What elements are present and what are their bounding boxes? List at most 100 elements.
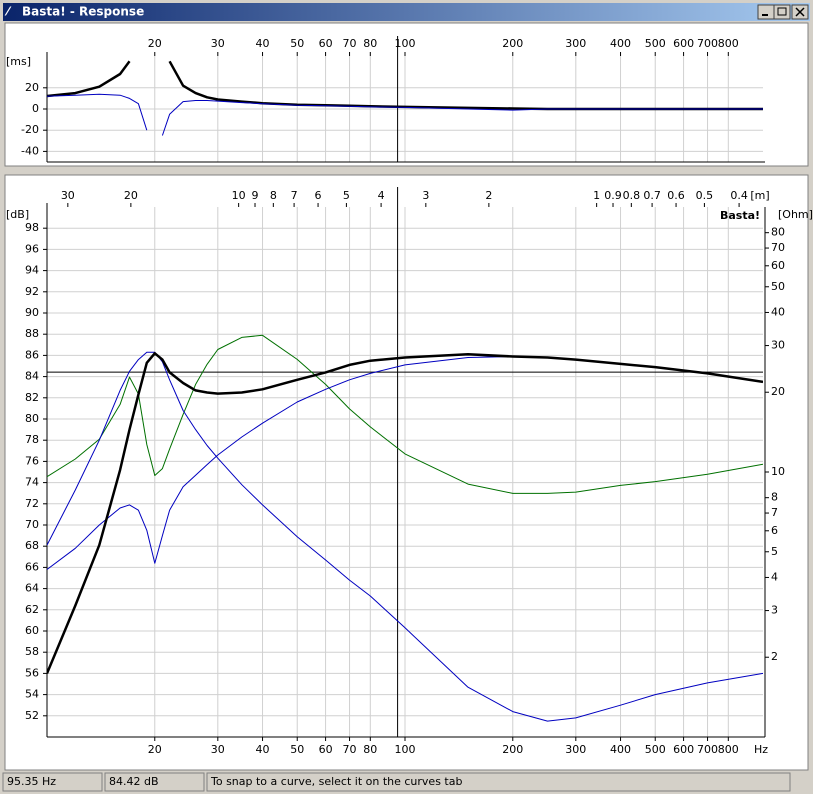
x2-axis-label: [m]: [750, 189, 769, 202]
x-tick-label: 20: [148, 743, 162, 756]
series-line: [47, 93, 763, 136]
y-tick-label: 76: [25, 454, 39, 467]
y-tick-label: -20: [21, 123, 39, 136]
response-panel: [4, 174, 809, 771]
x-tick-label: 20: [148, 37, 162, 50]
x-tick-label: 700: [697, 37, 718, 50]
y-tick-label: 98: [25, 221, 39, 234]
x-tick-label: 700: [697, 743, 718, 756]
y2-tick-label: 2: [771, 650, 778, 663]
y-tick-label: 82: [25, 391, 39, 404]
x2-tick-label: 6: [315, 189, 322, 202]
x-unit-label: Hz: [754, 743, 768, 756]
x2-tick-label: 1: [593, 189, 600, 202]
y2-tick-label: 8: [771, 491, 778, 504]
y-tick-label: 96: [25, 242, 39, 255]
status-cell: [104, 772, 205, 792]
x-tick-label: 50: [290, 743, 304, 756]
x-tick-label: 80: [363, 743, 377, 756]
x-tick-label: 300: [565, 37, 586, 50]
x-tick-label: 40: [256, 37, 270, 50]
x-tick-label: 60: [319, 743, 333, 756]
y-tick-label: 94: [25, 264, 39, 277]
x-tick-label: 70: [343, 743, 357, 756]
x2-tick-label: 0.7: [643, 189, 661, 202]
y-tick-label: 72: [25, 497, 39, 510]
x-tick-label: 600: [673, 37, 694, 50]
x-tick-label: 400: [610, 743, 631, 756]
y-tick-label: 78: [25, 433, 39, 446]
y2-tick-label: 40: [771, 305, 785, 318]
y-tick-label: 88: [25, 327, 39, 340]
window-title: Basta! - Response: [22, 5, 144, 19]
y-tick-label: 52: [25, 709, 39, 722]
x2-tick-label: 8: [270, 189, 277, 202]
x-tick-label: 30: [211, 37, 225, 50]
x-tick-label: 200: [502, 743, 523, 756]
maximize-glyph: [777, 7, 787, 16]
status-level: 84.42 dB: [109, 775, 159, 788]
y-tick-label: 80: [25, 412, 39, 425]
y2-tick-label: 7: [771, 506, 778, 519]
y-tick-label: 62: [25, 603, 39, 616]
y2-axis-label: [Ohm]: [778, 208, 813, 221]
app-icon: ⁄: [4, 5, 12, 19]
x2-tick-label: 4: [378, 189, 385, 202]
y2-tick-label: 5: [771, 545, 778, 558]
y2-tick-label: 6: [771, 524, 778, 537]
series-line: [47, 352, 763, 674]
y2-tick-label: 20: [771, 385, 785, 398]
y-tick-label: 70: [25, 518, 39, 531]
minimize-button[interactable]: [757, 4, 775, 20]
x2-tick-label: 10: [232, 189, 246, 202]
watermark: Basta!: [720, 209, 760, 222]
y-axis-label: [ms]: [6, 55, 31, 68]
y-tick-label: 68: [25, 539, 39, 552]
y-tick-label: 60: [25, 624, 39, 637]
y2-tick-label: 70: [771, 241, 785, 254]
x2-tick-label: 0.6: [667, 189, 685, 202]
y2-tick-label: 30: [771, 339, 785, 352]
y-tick-label: 92: [25, 285, 39, 298]
x2-tick-label: 20: [124, 189, 138, 202]
x2-tick-label: 7: [291, 189, 298, 202]
status-frequency: 95.35 Hz: [7, 775, 56, 788]
y-axis-label: [dB]: [6, 208, 29, 221]
status-bar: 95.35 Hz 84.42 dB To snap to a curve, se…: [2, 772, 791, 792]
x-tick-label: 30: [211, 743, 225, 756]
x-tick-label: 60: [319, 37, 333, 50]
y2-tick-label: 80: [771, 226, 785, 239]
y2-tick-label: 50: [771, 280, 785, 293]
y-tick-label: 0: [32, 102, 39, 115]
x-tick-label: 200: [502, 37, 523, 50]
y-tick-label: 54: [25, 688, 39, 701]
close-glyph: [795, 7, 805, 17]
y-tick-label: 64: [25, 582, 39, 595]
x-tick-label: 100: [395, 37, 416, 50]
x2-tick-label: 0.4: [730, 189, 748, 202]
x-tick-label: 40: [256, 743, 270, 756]
status-hint: To snap to a curve, select it on the cur…: [210, 775, 462, 788]
x-tick-label: 400: [610, 37, 631, 50]
x-tick-label: 600: [673, 743, 694, 756]
x2-tick-label: 2: [485, 189, 492, 202]
delay-panel: [4, 22, 809, 167]
y-tick-label: 90: [25, 306, 39, 319]
x2-tick-label: 30: [61, 189, 75, 202]
y2-tick-label: 60: [771, 259, 785, 272]
y-tick-label: 84: [25, 370, 39, 383]
x-tick-label: 800: [718, 37, 739, 50]
x-tick-label: 70: [343, 37, 357, 50]
x2-tick-label: 0.5: [696, 189, 714, 202]
y2-tick-label: 10: [771, 465, 785, 478]
x-tick-label: 80: [363, 37, 377, 50]
y-tick-label: 66: [25, 560, 39, 573]
y-tick-label: -40: [21, 144, 39, 157]
y-tick-label: 56: [25, 666, 39, 679]
y-tick-label: 74: [25, 476, 39, 489]
status-cell: [206, 772, 791, 792]
maximize-button[interactable]: [773, 4, 791, 20]
series-line: [47, 334, 763, 494]
x-tick-label: 100: [395, 743, 416, 756]
